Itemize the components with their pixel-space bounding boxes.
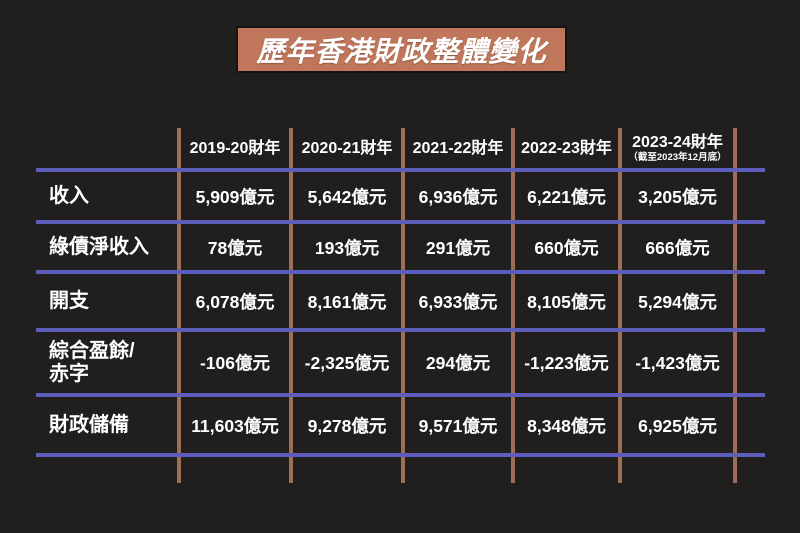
table-vertical-line — [511, 128, 515, 483]
title-banner: 歷年香港財政整體變化 — [238, 28, 565, 71]
column-header-2022-23: 2022-23財年 — [513, 128, 620, 170]
column-header-2020-21: 2020-21財年 — [291, 128, 403, 170]
column-header-2023-24: 2023-24財年 （截至2023年12月底） — [620, 128, 735, 170]
table-cell: 8,348億元 — [527, 415, 606, 436]
column-header-label: 2021-22財年 — [412, 139, 504, 157]
table-cell: 6,925億元 — [638, 415, 717, 436]
table-cell: 294億元 — [425, 353, 491, 373]
table-cell: 291億元 — [425, 237, 491, 258]
table-horizontal-line — [36, 453, 765, 457]
column-header-2021-22: 2021-22財年 — [403, 128, 513, 170]
table-cell: 8,105億元 — [527, 291, 606, 312]
table-vertical-line — [401, 128, 405, 483]
table-cell: -1,223億元 — [524, 353, 609, 373]
table-cell: 5,642億元 — [307, 186, 387, 207]
column-header-note: （截至2023年12月底） — [628, 151, 727, 163]
table-cell: 193億元 — [314, 237, 380, 258]
table-cell: 666億元 — [645, 237, 710, 258]
table-cell: 78億元 — [207, 237, 263, 258]
table-cell: 11,603億元 — [191, 415, 279, 436]
table-cell: 6,936億元 — [418, 186, 498, 207]
column-header-label: 2020-21財年 — [301, 139, 393, 157]
table-cell: -106億元 — [199, 353, 271, 373]
row-label-revenue: 收入 — [49, 184, 89, 207]
table-cell: 3,205億元 — [638, 186, 717, 207]
column-header-label: 2023-24財年 — [632, 134, 723, 152]
table-cell: 8,161億元 — [307, 291, 387, 312]
table-cell: 5,909億元 — [195, 186, 275, 207]
table-cell: 9,571億元 — [418, 415, 498, 436]
page-title: 歷年香港財政整體變化 — [256, 35, 547, 67]
table-vertical-line — [733, 128, 737, 483]
table-horizontal-line — [36, 393, 765, 397]
row-label-expenditure: 開支 — [49, 289, 89, 312]
table-horizontal-line — [36, 220, 765, 224]
table-cell: 6,933億元 — [418, 291, 498, 312]
table-vertical-line — [618, 128, 622, 483]
column-header-label: 2019-20財年 — [189, 139, 281, 157]
table-horizontal-line — [36, 270, 765, 274]
table-vertical-line — [289, 128, 293, 483]
table-cell: -1,423億元 — [635, 353, 720, 373]
column-header-2019-20: 2019-20財年 — [179, 128, 291, 170]
table-cell: 6,221億元 — [527, 186, 606, 207]
table-cell: 660億元 — [534, 237, 599, 258]
table-cell: 5,294億元 — [638, 291, 717, 312]
table-horizontal-line — [36, 168, 765, 172]
column-header-label: 2022-23財年 — [521, 139, 612, 157]
table-vertical-line — [177, 128, 181, 483]
table-cell: -2,325億元 — [304, 353, 390, 373]
row-label-surplus-deficit: 綜合盈餘/ 赤字 — [49, 339, 135, 385]
row-label-fiscal-reserves: 財政儲備 — [49, 413, 129, 436]
table-cell: 9,278億元 — [307, 415, 387, 436]
row-label-green-bond-net-revenue: 綠債淨收入 — [49, 235, 149, 258]
fiscal-table: 2019-20財年 2020-21財年 2021-22財年 2022-23財年 … — [36, 128, 735, 455]
table-horizontal-line — [36, 328, 765, 332]
corner-cell — [36, 128, 179, 170]
table-cell: 6,078億元 — [195, 291, 275, 312]
